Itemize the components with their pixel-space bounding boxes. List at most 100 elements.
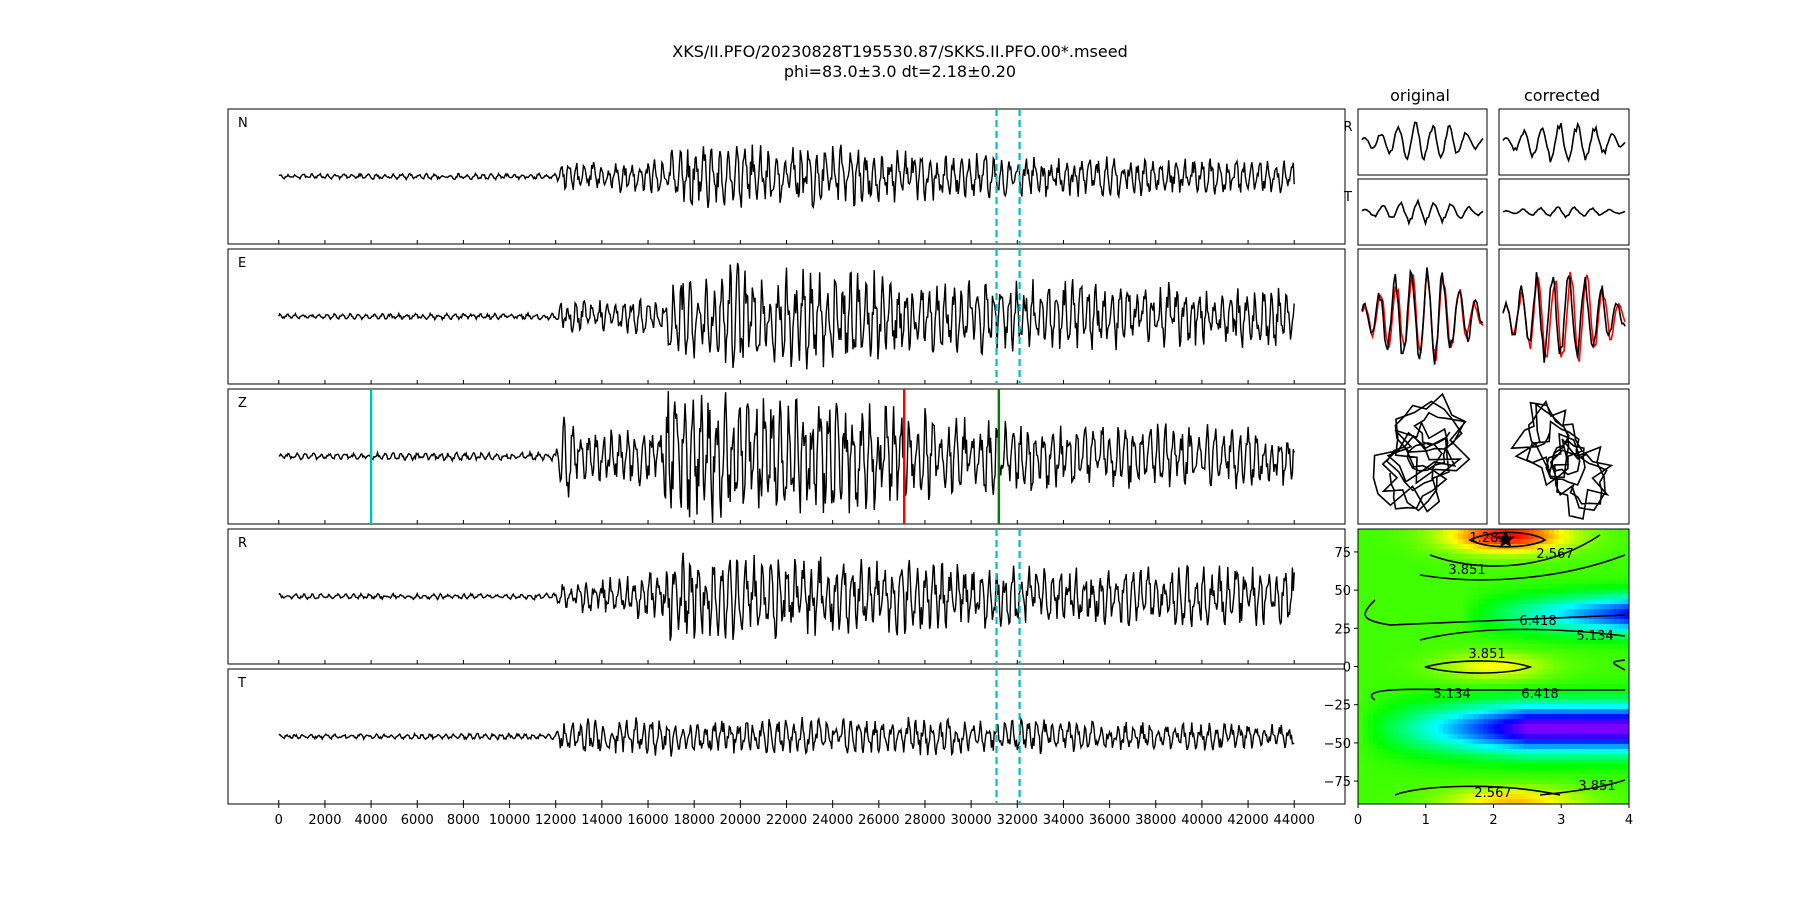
surface-cell	[1383, 699, 1389, 705]
surface-cell	[1603, 564, 1610, 570]
surface-cell	[1563, 749, 1570, 755]
surface-cell	[1573, 544, 1580, 550]
surface-cell	[1513, 774, 1520, 780]
surface-cell	[1528, 659, 1535, 665]
surface-cell	[1624, 619, 1629, 625]
surface-cell	[1363, 689, 1369, 695]
surface-cell	[1558, 784, 1565, 790]
surface-cell	[1378, 649, 1384, 655]
surface-cell	[1408, 769, 1414, 775]
surface-cell	[1619, 599, 1625, 605]
surface-cell	[1508, 719, 1515, 725]
surface-cell	[1548, 759, 1555, 765]
surface-cell	[1473, 769, 1479, 775]
surface-cell	[1383, 614, 1389, 620]
surface-cell	[1568, 669, 1575, 675]
surface-cell	[1593, 779, 1600, 785]
surface-cell	[1568, 794, 1575, 800]
surface-cell	[1458, 664, 1464, 670]
surface-cell	[1498, 559, 1505, 565]
surface-cell	[1453, 739, 1459, 745]
surface-cell	[1523, 739, 1530, 745]
surface-cell	[1613, 539, 1620, 545]
surface-cell	[1453, 579, 1459, 585]
surface-cell	[1478, 639, 1484, 645]
surface-cell	[1563, 774, 1570, 780]
surface-cell	[1418, 644, 1424, 650]
surface-cell	[1478, 769, 1484, 775]
surface-cell	[1613, 699, 1620, 705]
surface-cell	[1613, 794, 1620, 800]
surface-cell	[1588, 579, 1595, 585]
surface-cell	[1513, 639, 1520, 645]
surface-cell	[1443, 709, 1449, 715]
surface-cell	[1398, 644, 1404, 650]
surface-cell	[1478, 764, 1484, 770]
surface-cell	[1488, 599, 1495, 605]
surface-cell	[1608, 784, 1615, 790]
surface-cell	[1473, 579, 1479, 585]
surface-cell	[1398, 634, 1404, 640]
surface-cell	[1478, 749, 1484, 755]
surface-cell	[1558, 649, 1565, 655]
surface-cell	[1428, 554, 1434, 560]
surface-cell	[1363, 799, 1369, 804]
surface-cell	[1558, 764, 1565, 770]
x-tick-label: 8000	[447, 813, 480, 828]
surface-cell	[1583, 599, 1590, 605]
surface-cell	[1513, 764, 1520, 770]
surface-cell	[1453, 644, 1459, 650]
surface-cell	[1478, 714, 1484, 720]
surface-cell	[1538, 614, 1545, 620]
surface-cell	[1453, 694, 1459, 700]
surface-cell	[1378, 579, 1384, 585]
surface-cell	[1543, 704, 1550, 710]
surface-cell	[1598, 629, 1605, 635]
surface-cell	[1624, 589, 1629, 595]
surface-cell	[1468, 674, 1474, 680]
surface-cell	[1503, 744, 1510, 750]
surface-cell	[1518, 559, 1525, 565]
surface-cell	[1383, 669, 1389, 675]
surface-cell	[1624, 719, 1629, 725]
surface-cell	[1408, 699, 1414, 705]
surface-cell	[1553, 664, 1560, 670]
surface-cell	[1358, 689, 1364, 695]
surface-cell	[1468, 699, 1474, 705]
surface-cell	[1423, 774, 1429, 780]
surface-cell	[1543, 549, 1550, 555]
surface-cell	[1523, 564, 1530, 570]
surface-cell	[1523, 569, 1530, 575]
surface-cell	[1383, 584, 1389, 590]
surface-cell	[1458, 544, 1464, 550]
surface-cell	[1523, 539, 1530, 545]
surface-cell	[1358, 579, 1364, 585]
surface-cell	[1383, 794, 1389, 800]
surface-cell	[1583, 759, 1590, 765]
surface-cell	[1398, 659, 1404, 665]
surface-cell	[1383, 534, 1389, 540]
surface-cell	[1533, 749, 1540, 755]
surface-cell	[1548, 709, 1555, 715]
surface-cell	[1543, 569, 1550, 575]
surface-cell	[1608, 639, 1615, 645]
surface-cell	[1543, 699, 1550, 705]
surface-cell	[1538, 799, 1545, 804]
surface-cell	[1568, 649, 1575, 655]
surface-cell	[1383, 719, 1389, 725]
surface-cell	[1458, 569, 1464, 575]
trace-line-N	[278, 144, 1295, 210]
surface-cell	[1423, 534, 1429, 540]
surface-cell	[1558, 544, 1565, 550]
surface-cell	[1358, 709, 1364, 715]
surface-cell	[1583, 714, 1590, 720]
surface-cell	[1558, 714, 1565, 720]
surface-cell	[1498, 724, 1505, 730]
surface-cell	[1493, 554, 1500, 560]
surface-cell	[1523, 599, 1530, 605]
surface-cell	[1548, 589, 1555, 595]
surface-cell	[1563, 794, 1570, 800]
surface-cell	[1513, 739, 1520, 745]
surface-cell	[1478, 644, 1484, 650]
surface-cell	[1368, 714, 1374, 720]
